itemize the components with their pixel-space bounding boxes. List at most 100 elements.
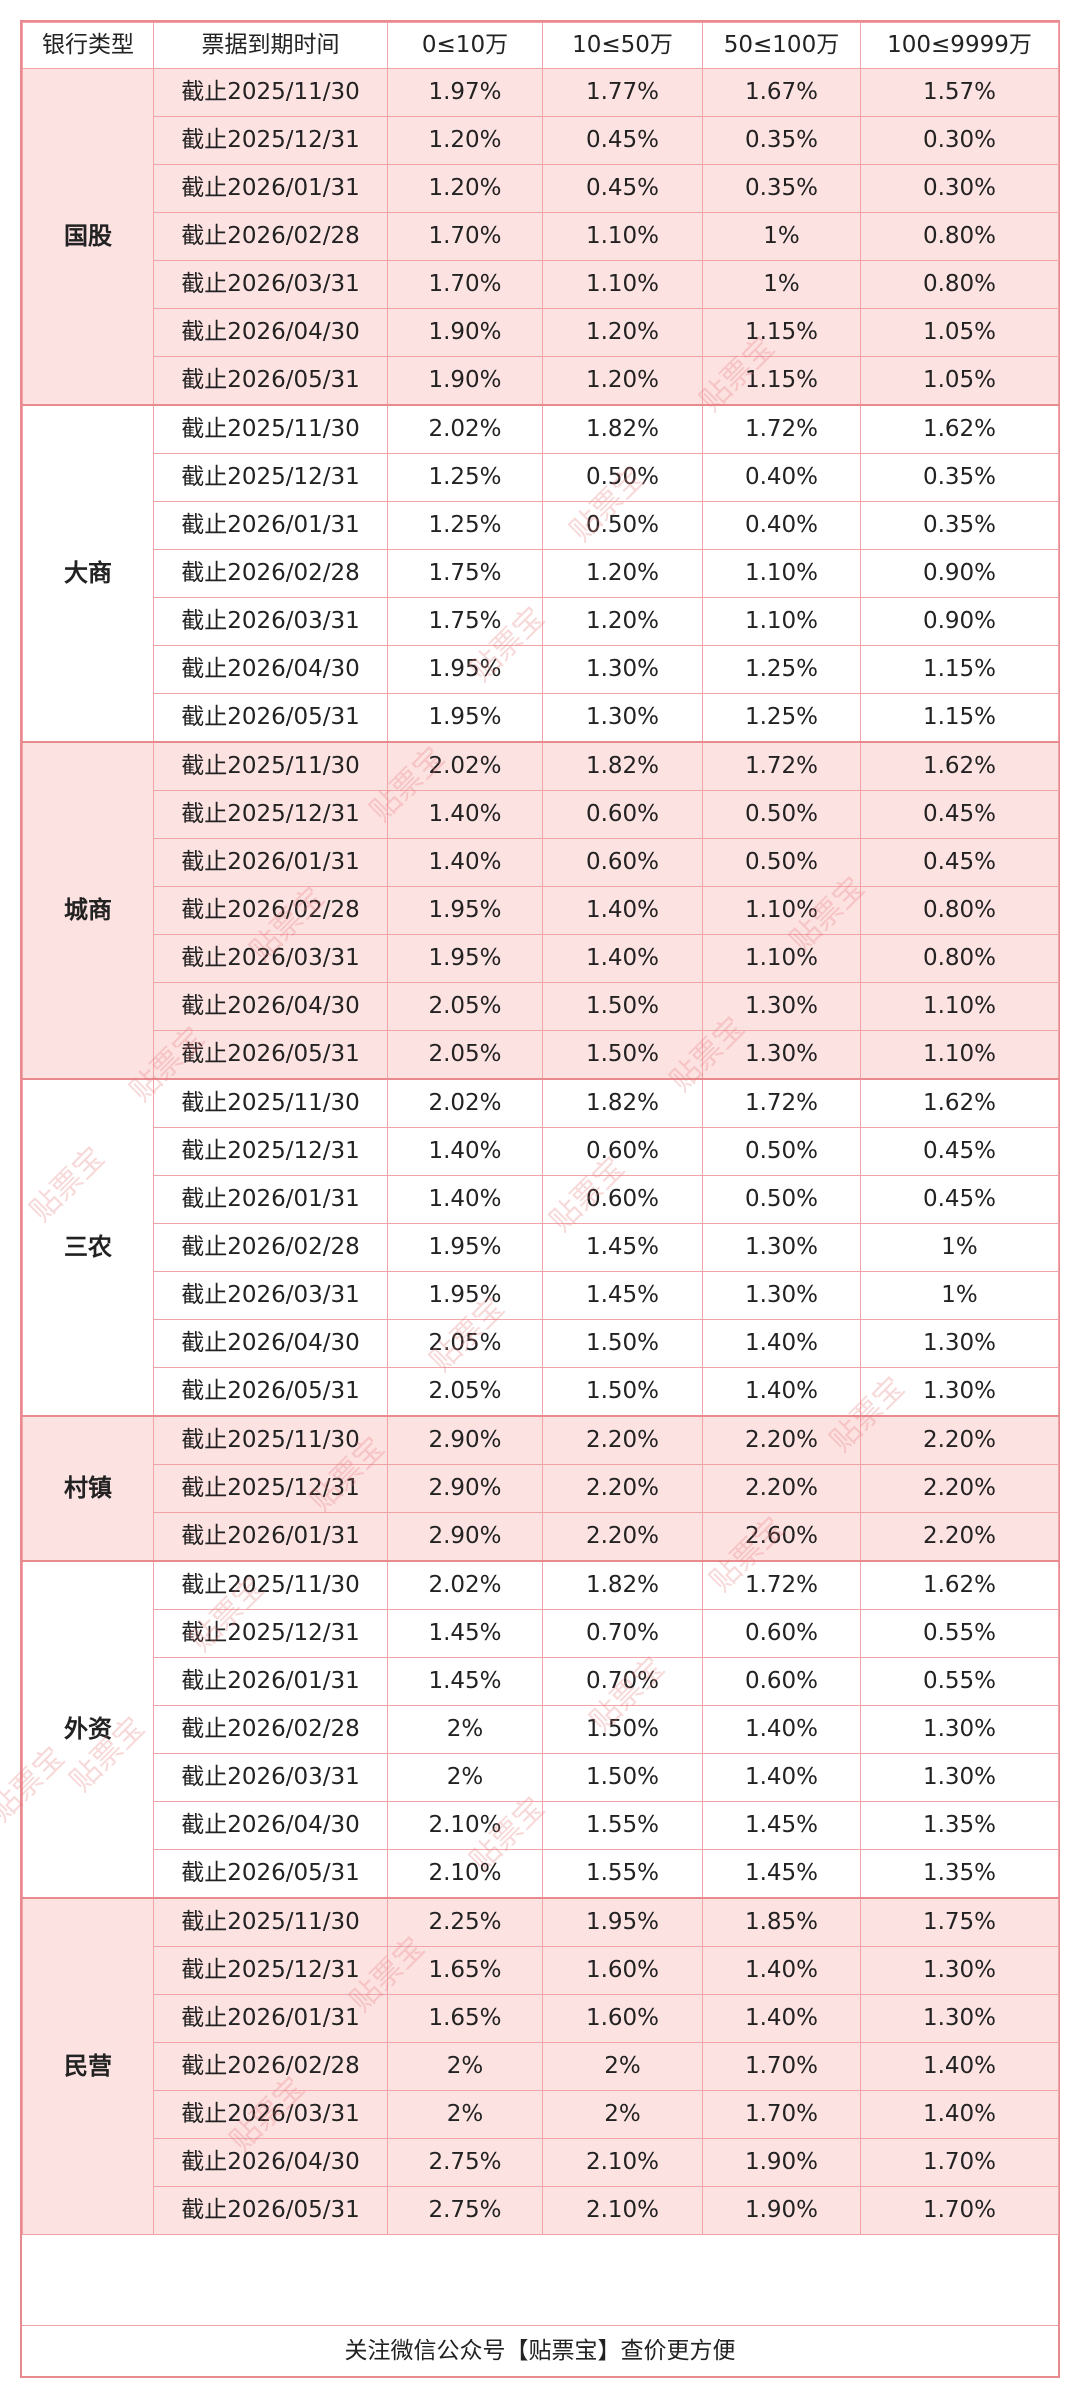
table-row: 截止2026/05/31 2.75% 2.10% 1.90% 1.70% xyxy=(23,2186,1059,2235)
table-row: 截止2026/04/30 2.75% 2.10% 1.90% 1.70% xyxy=(23,2138,1059,2187)
rate-cell-tier-1: 1.90% xyxy=(387,356,543,406)
maturity-cell: 截止2025/12/31 xyxy=(153,790,388,839)
rate-cell-tier-4: 0.45% xyxy=(860,1127,1059,1176)
rate-cell-tier-1: 1.95% xyxy=(387,1271,543,1320)
rate-cell-tier-3: 0.35% xyxy=(702,164,861,213)
rate-cell-tier-3: 1.30% xyxy=(702,982,861,1031)
rate-cell-tier-2: 0.45% xyxy=(542,116,703,165)
maturity-cell: 截止2026/01/31 xyxy=(153,1175,388,1224)
rate-cell-tier-3: 0.50% xyxy=(702,1127,861,1176)
rate-cell-tier-3: 1.72% xyxy=(702,1078,861,1128)
table-row: 截止2026/04/30 2.05% 1.50% 1.30% 1.10% xyxy=(23,982,1059,1031)
rate-cell-tier-2: 1.40% xyxy=(542,886,703,935)
table-row: 截止2026/05/31 2.05% 1.50% 1.40% 1.30% xyxy=(23,1367,1059,1417)
table-row: 城商 截止2025/11/30 2.02% 1.82% 1.72% 1.62% xyxy=(22,741,1059,1080)
rate-cell-tier-1: 2.75% xyxy=(387,2138,543,2187)
rate-cell-tier-2: 1.50% xyxy=(542,1367,703,1417)
maturity-cell: 截止2026/04/30 xyxy=(153,982,388,1031)
maturity-cell: 截止2026/01/31 xyxy=(153,501,388,550)
table-row: 截止2025/12/31 1.65% 1.60% 1.40% 1.30% xyxy=(23,1946,1059,1995)
rate-cell-tier-4: 1.15% xyxy=(860,645,1059,694)
table-row: 民营 截止2025/11/30 2.25% 1.95% 1.85% 1.75% xyxy=(22,1897,1059,2235)
rate-cell-tier-1: 2% xyxy=(387,2042,543,2091)
rate-cell-tier-2: 2.20% xyxy=(542,1415,703,1465)
table-row: 截止2026/04/30 2.05% 1.50% 1.40% 1.30% xyxy=(23,1319,1059,1368)
maturity-cell: 截止2026/03/31 xyxy=(153,597,388,646)
table-row: 截止2026/04/30 1.95% 1.30% 1.25% 1.15% xyxy=(23,645,1059,694)
table-row: 三农 截止2025/11/30 2.02% 1.82% 1.72% 1.62% xyxy=(22,1078,1059,1417)
rate-cell-tier-2: 1.10% xyxy=(542,212,703,261)
table-row: 截止2026/04/30 2.10% 1.55% 1.45% 1.35% xyxy=(23,1801,1059,1850)
rate-cell-tier-4: 0.45% xyxy=(860,838,1059,887)
header-amount-tier-1: 0≤10万 xyxy=(387,22,543,69)
rate-cell-tier-3: 1.40% xyxy=(702,1946,861,1995)
rate-cell-tier-3: 1.10% xyxy=(702,549,861,598)
maturity-cell: 截止2025/12/31 xyxy=(153,453,388,502)
rate-cell-tier-2: 1.55% xyxy=(542,1801,703,1850)
rate-cell-tier-2: 1.30% xyxy=(542,645,703,694)
rate-cell-tier-1: 2.90% xyxy=(387,1464,543,1513)
table-row: 截止2026/01/31 1.20% 0.45% 0.35% 0.30% xyxy=(23,164,1059,213)
rate-cell-tier-3: 1.40% xyxy=(702,1994,861,2043)
table-row: 截止2026/03/31 1.70% 1.10% 1% 0.80% xyxy=(23,260,1059,309)
rate-cell-tier-2: 1.45% xyxy=(542,1271,703,1320)
rate-cell-tier-3: 0.60% xyxy=(702,1609,861,1658)
rate-cell-tier-4: 1.30% xyxy=(860,1994,1059,2043)
bank-type-cell: 外资 xyxy=(22,1560,154,1899)
table-row: 截止2026/02/28 2% 2% 1.70% 1.40% xyxy=(23,2042,1059,2091)
rate-cell-tier-2: 1.30% xyxy=(542,693,703,743)
rate-cell-tier-3: 0.50% xyxy=(702,838,861,887)
table-row: 截止2026/01/31 1.65% 1.60% 1.40% 1.30% xyxy=(23,1994,1059,2043)
rate-cell-tier-2: 1.55% xyxy=(542,1849,703,1899)
rate-cell-tier-4: 0.90% xyxy=(860,597,1059,646)
rate-cell-tier-2: 1.20% xyxy=(542,549,703,598)
rate-cell-tier-2: 0.60% xyxy=(542,1127,703,1176)
maturity-cell: 截止2026/04/30 xyxy=(153,1319,388,1368)
table-row: 截止2026/02/28 1.75% 1.20% 1.10% 0.90% xyxy=(23,549,1059,598)
maturity-cell: 截止2025/11/30 xyxy=(153,741,388,791)
rate-cell-tier-3: 1.72% xyxy=(702,1560,861,1610)
rate-cell-tier-4: 0.80% xyxy=(860,260,1059,309)
rate-cell-tier-4: 2.20% xyxy=(860,1415,1059,1465)
rate-cell-tier-3: 1.25% xyxy=(702,645,861,694)
rate-cell-tier-2: 1.82% xyxy=(542,1078,703,1128)
maturity-cell: 截止2026/04/30 xyxy=(153,2138,388,2187)
rate-cell-tier-4: 0.55% xyxy=(860,1657,1059,1706)
rate-cell-tier-4: 0.35% xyxy=(860,453,1059,502)
rate-cell-tier-1: 1.40% xyxy=(387,790,543,839)
rate-cell-tier-1: 1.70% xyxy=(387,260,543,309)
bank-type-cell: 城商 xyxy=(22,741,154,1080)
rate-cell-tier-3: 2.60% xyxy=(702,1512,861,1562)
maturity-cell: 截止2026/04/30 xyxy=(153,645,388,694)
maturity-cell: 截止2025/11/30 xyxy=(153,68,388,117)
maturity-cell: 截止2026/02/28 xyxy=(153,1705,388,1754)
rate-cell-tier-4: 1.62% xyxy=(860,1560,1059,1610)
maturity-cell: 截止2026/02/28 xyxy=(153,2042,388,2091)
rate-cell-tier-2: 0.45% xyxy=(542,164,703,213)
rate-table-container: 银行类型 票据到期时间 0≤10万 10≤50万 50≤100万 100≤999… xyxy=(20,20,1060,2378)
table-row: 截止2026/02/28 1.95% 1.40% 1.10% 0.80% xyxy=(23,886,1059,935)
header-amount-tier-4: 100≤9999万 xyxy=(860,22,1059,69)
table-row: 大商 截止2025/11/30 2.02% 1.82% 1.72% 1.62% xyxy=(22,404,1059,743)
rate-cell-tier-4: 1.75% xyxy=(860,1897,1059,1947)
table-row: 国股 截止2025/11/30 1.97% 1.77% 1.67% 1.57% xyxy=(22,68,1059,406)
rate-cell-tier-1: 2.02% xyxy=(387,741,543,791)
rate-cell-tier-3: 1.90% xyxy=(702,2186,861,2235)
maturity-cell: 截止2026/03/31 xyxy=(153,260,388,309)
rate-cell-tier-4: 1.10% xyxy=(860,982,1059,1031)
rate-cell-tier-2: 1.20% xyxy=(542,308,703,357)
rate-cell-tier-2: 0.60% xyxy=(542,790,703,839)
rate-cell-tier-2: 1.20% xyxy=(542,597,703,646)
rate-cell-tier-1: 1.75% xyxy=(387,549,543,598)
rate-cell-tier-1: 1.20% xyxy=(387,116,543,165)
rate-cell-tier-1: 1.75% xyxy=(387,597,543,646)
table-row: 截止2026/02/28 2% 1.50% 1.40% 1.30% xyxy=(23,1705,1059,1754)
maturity-cell: 截止2026/02/28 xyxy=(153,212,388,261)
rate-cell-tier-1: 2.75% xyxy=(387,2186,543,2235)
rate-cell-tier-3: 1.45% xyxy=(702,1801,861,1850)
rate-cell-tier-3: 1.10% xyxy=(702,597,861,646)
rate-cell-tier-1: 2.02% xyxy=(387,1078,543,1128)
rate-cell-tier-3: 1.30% xyxy=(702,1030,861,1080)
rate-cell-tier-2: 1.40% xyxy=(542,934,703,983)
rate-cell-tier-4: 1.30% xyxy=(860,1705,1059,1754)
